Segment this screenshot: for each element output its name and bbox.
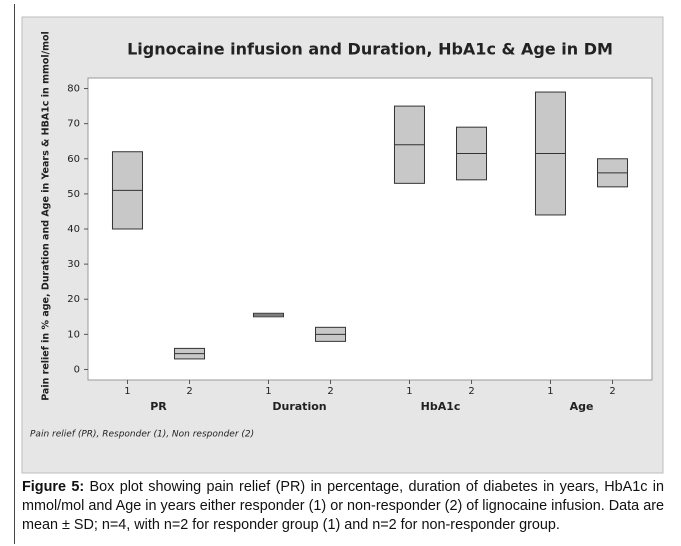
x-tick-label: 1 <box>265 386 271 397</box>
caption-text: Box plot showing pain relief (PR) in per… <box>22 479 665 533</box>
plot-area <box>87 77 653 381</box>
y-tick-label: 30 <box>67 259 80 270</box>
x-tick-label: 2 <box>327 386 333 397</box>
x-tick-label: 1 <box>124 386 130 397</box>
y-tick-label: 10 <box>67 329 80 340</box>
x-tick-label: 1 <box>547 386 553 397</box>
y-tick-label: 70 <box>67 119 80 130</box>
y-tick-label: 40 <box>67 224 80 235</box>
note: Pain relief (PR), Responder (1), Non res… <box>30 430 254 440</box>
x-tick-label: 1 <box>406 386 412 397</box>
y-tick-label: 20 <box>67 294 80 305</box>
y-tick-label: 80 <box>67 84 80 95</box>
x-tick-label: 2 <box>468 386 474 397</box>
group-label: PR <box>150 400 167 413</box>
frame-border <box>14 4 15 544</box>
y-tick-label: 0 <box>74 364 80 375</box>
caption-label: Figure 5: <box>22 479 85 495</box>
y-tick-label: 60 <box>67 154 80 165</box>
chart-title: Lignocaine infusion and Duration, HbA1c … <box>127 40 613 59</box>
y-axis-label: Pain relief in % age, Duration and Age i… <box>41 31 52 401</box>
group-label: Duration <box>272 400 326 413</box>
group-label: Age <box>570 400 594 413</box>
x-tick-label: 2 <box>609 386 615 397</box>
x-tick-label: 2 <box>186 386 192 397</box>
caption: Figure 5: Box plot showing pain relief (… <box>22 478 664 535</box>
y-tick-label: 50 <box>67 189 80 200</box>
chart: Lignocaine infusion and Duration, HbA1c … <box>21 16 664 474</box>
group-label: HbA1c <box>421 400 461 413</box>
